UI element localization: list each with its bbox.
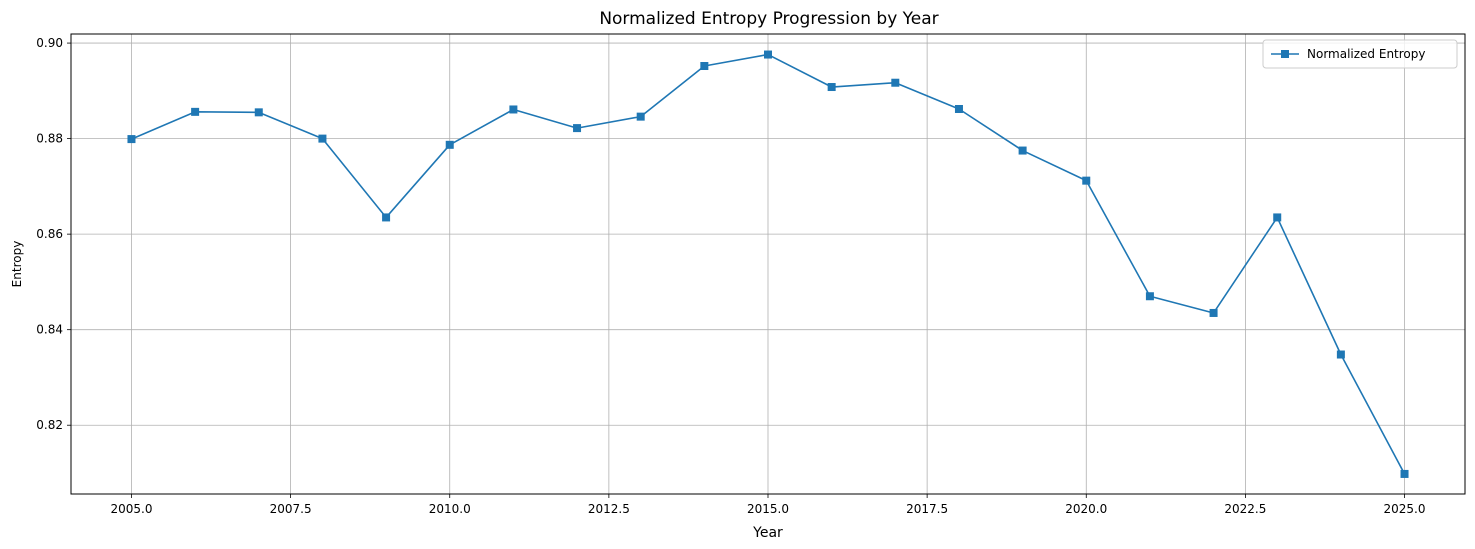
chart-title: Normalized Entropy Progression by Year <box>599 9 938 29</box>
data-point <box>700 62 709 71</box>
data-point <box>1400 469 1409 478</box>
data-point <box>1082 176 1091 185</box>
x-tick-label: 2017.5 <box>906 502 948 516</box>
x-tick-label: 2022.5 <box>1224 502 1266 516</box>
y-tick-label: 0.86 <box>36 227 63 241</box>
legend-label: Normalized Entropy <box>1307 47 1426 61</box>
data-point <box>1336 350 1345 359</box>
data-point <box>827 83 836 92</box>
x-tick-label: 2010.0 <box>429 502 471 516</box>
x-tick-label: 2025.0 <box>1384 502 1426 516</box>
x-axis: 2005.0 2007.5 2010.0 2012.5 2015.0 2017.5 2020… <box>110 494 1426 516</box>
data-point <box>891 78 900 87</box>
y-axis-title: Entropy <box>10 241 24 288</box>
legend-box <box>1262 39 1458 69</box>
data-point <box>764 50 772 59</box>
data-point <box>445 140 454 149</box>
x-tick-label: 2007.5 <box>270 502 312 516</box>
legend-marker-swatch <box>1281 50 1289 58</box>
legend: Normalized Entropy <box>1262 39 1458 69</box>
data-point <box>127 135 136 144</box>
y-tick-label: 0.88 <box>36 132 63 146</box>
series-layer <box>127 50 1409 478</box>
y-tick-label: 0.90 <box>36 36 63 50</box>
data-point <box>573 124 582 133</box>
data-point <box>636 112 645 121</box>
data-point <box>191 107 200 116</box>
x-tick-label: 2020.0 <box>1065 502 1107 516</box>
data-point <box>318 134 327 143</box>
data-point <box>1018 146 1027 155</box>
y-tick-label: 0.84 <box>36 323 63 337</box>
data-point <box>254 108 263 117</box>
data-point <box>1273 213 1282 222</box>
grid <box>71 34 1465 494</box>
data-point <box>1145 292 1154 301</box>
x-axis-title: Year <box>752 525 783 541</box>
y-axis: 0.82 0.84 0.86 0.88 0.90 <box>36 36 71 432</box>
x-tick-label: 2015.0 <box>747 502 789 516</box>
x-tick-label: 2012.5 <box>588 502 630 516</box>
x-tick-label: 2005.0 <box>110 502 152 516</box>
data-point <box>1209 308 1218 317</box>
y-tick-label: 0.82 <box>36 418 63 432</box>
data-point <box>382 213 391 222</box>
data-point <box>954 104 963 113</box>
data-point <box>509 105 518 114</box>
